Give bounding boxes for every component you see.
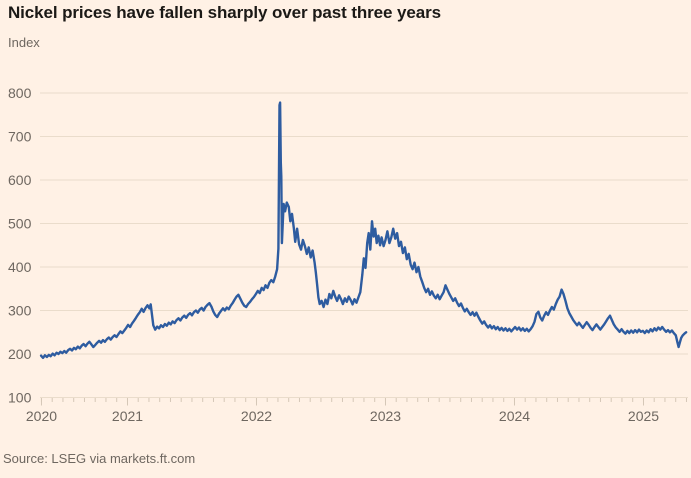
y-tick-label: 800 (8, 85, 32, 101)
y-axis-unit-label: Index (8, 35, 40, 50)
y-tick-label: 600 (8, 172, 32, 188)
source-label: Source: LSEG via markets.ft.com (3, 451, 196, 466)
y-tick-label: 100 (8, 390, 32, 406)
x-tick-label: 2020 (26, 408, 57, 424)
y-tick-label: 500 (8, 216, 32, 232)
y-tick-label: 400 (8, 259, 32, 275)
price-line (39, 101, 688, 360)
x-tick-label: 2025 (628, 408, 659, 424)
x-tick-label: 2023 (370, 408, 401, 424)
x-tick-label: 2024 (499, 408, 530, 424)
x-tick-label: 2021 (112, 408, 143, 424)
y-tick-label: 200 (8, 346, 32, 362)
x-tick-label: 2022 (241, 408, 272, 424)
chart-title: Nickel prices have fallen sharply over p… (8, 3, 441, 22)
y-tick-label: 700 (8, 129, 32, 145)
y-tick-label: 300 (8, 303, 32, 319)
